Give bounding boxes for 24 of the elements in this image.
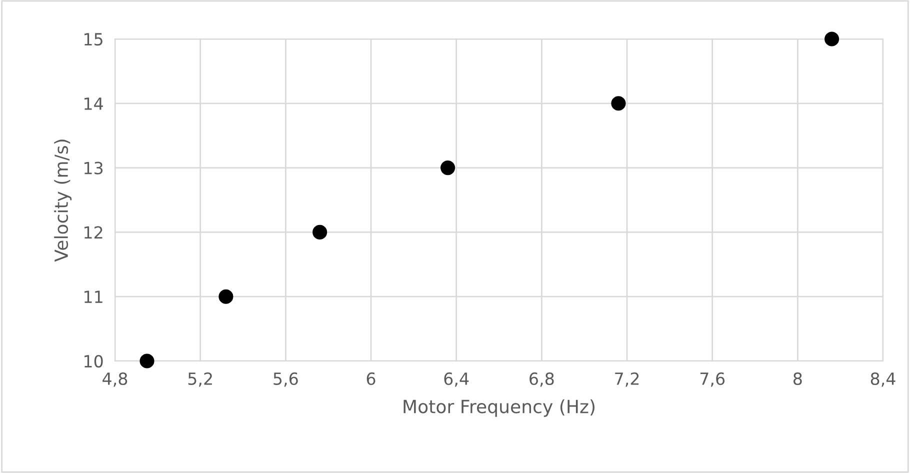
x-tick-label: 6 [366, 372, 376, 386]
point [140, 354, 154, 368]
point [824, 32, 840, 46]
y-axis-title: Velocity (m/s) [54, 140, 72, 262]
x-tick-label: 6,4 [444, 372, 469, 387]
x-tick-label: 8 [793, 372, 802, 386]
x-tick-label: 7,6 [700, 372, 725, 387]
x-tick-label: 5,2 [188, 372, 212, 387]
y-tick-label: 11 [84, 290, 102, 303]
point [312, 224, 328, 240]
x-tick-label: 6,8 [530, 372, 554, 387]
x-tick-label: 4,8 [102, 372, 128, 387]
x-axis-title: Motor Frequency (Hz) [404, 399, 594, 417]
y-tick-label: 14 [84, 98, 103, 110]
point [218, 289, 234, 304]
x-tick-label: 5,6 [274, 372, 298, 387]
x-tick-label: 7,2 [615, 372, 639, 387]
point [611, 96, 626, 111]
point [440, 160, 456, 176]
x-tick-label: 8,4 [870, 372, 896, 387]
y-tick-label: 10 [84, 354, 103, 368]
y-tick-label: 13 [84, 162, 103, 174]
y-tick-label: 12 [84, 226, 102, 239]
y-tick-label: 15 [84, 33, 102, 46]
